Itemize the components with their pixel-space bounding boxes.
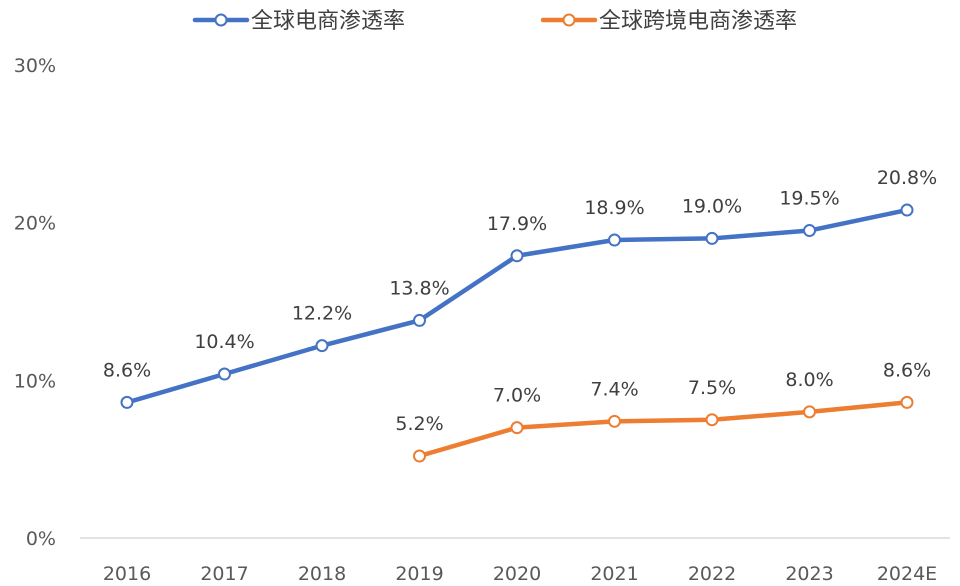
- x-tick-label: 2022: [688, 563, 736, 585]
- data-point: [705, 231, 719, 245]
- data-point: [510, 421, 524, 435]
- legend-marker: [214, 13, 228, 27]
- data-label: 8.6%: [883, 359, 931, 381]
- data-label: 8.6%: [103, 359, 151, 381]
- data-point: [218, 367, 231, 381]
- data-label: 5.2%: [395, 413, 443, 435]
- data-label: 13.8%: [389, 277, 449, 299]
- data-point: [413, 313, 426, 327]
- data-point: [120, 395, 134, 409]
- y-tick-label: 10%: [14, 370, 56, 392]
- x-tick-label: 2023: [785, 563, 833, 585]
- legend-marker: [562, 13, 576, 27]
- data-label: 17.9%: [487, 213, 547, 235]
- data-label: 7.0%: [493, 385, 541, 407]
- data-label: 7.5%: [688, 377, 736, 399]
- legend-label: 全球跨境电商渗透率: [599, 9, 797, 34]
- y-tick-label: 20%: [14, 213, 56, 235]
- data-label: 8.0%: [785, 369, 833, 391]
- data-label: 19.5%: [779, 188, 839, 210]
- data-label: 12.2%: [292, 303, 352, 325]
- x-tick-label: 2020: [493, 563, 541, 585]
- data-label: 7.4%: [590, 378, 638, 400]
- data-point: [608, 233, 621, 247]
- data-label: 10.4%: [194, 331, 254, 353]
- x-tick-label: 2018: [298, 563, 346, 585]
- data-label: 18.9%: [584, 197, 644, 219]
- data-point: [413, 449, 426, 463]
- data-point: [705, 413, 719, 427]
- data-point: [900, 203, 914, 217]
- data-point: [315, 339, 329, 353]
- data-point: [803, 405, 816, 419]
- y-tick-label: 30%: [14, 55, 56, 77]
- series-line-2: [417, 400, 910, 459]
- y-tick-label: 0%: [26, 528, 56, 550]
- x-tick-label: 2024E: [877, 563, 937, 585]
- x-tick-label: 2019: [395, 563, 443, 585]
- x-tick-label: 2017: [200, 563, 248, 585]
- data-point: [608, 414, 621, 428]
- legend-label: 全球电商渗透率: [251, 9, 405, 34]
- data-point: [510, 249, 524, 263]
- data-point: [900, 395, 914, 409]
- x-tick-label: 2016: [103, 563, 151, 585]
- data-label: 19.0%: [682, 195, 742, 217]
- x-tick-label: 2021: [590, 563, 638, 585]
- data-label: 20.8%: [877, 167, 937, 189]
- data-point: [803, 224, 816, 238]
